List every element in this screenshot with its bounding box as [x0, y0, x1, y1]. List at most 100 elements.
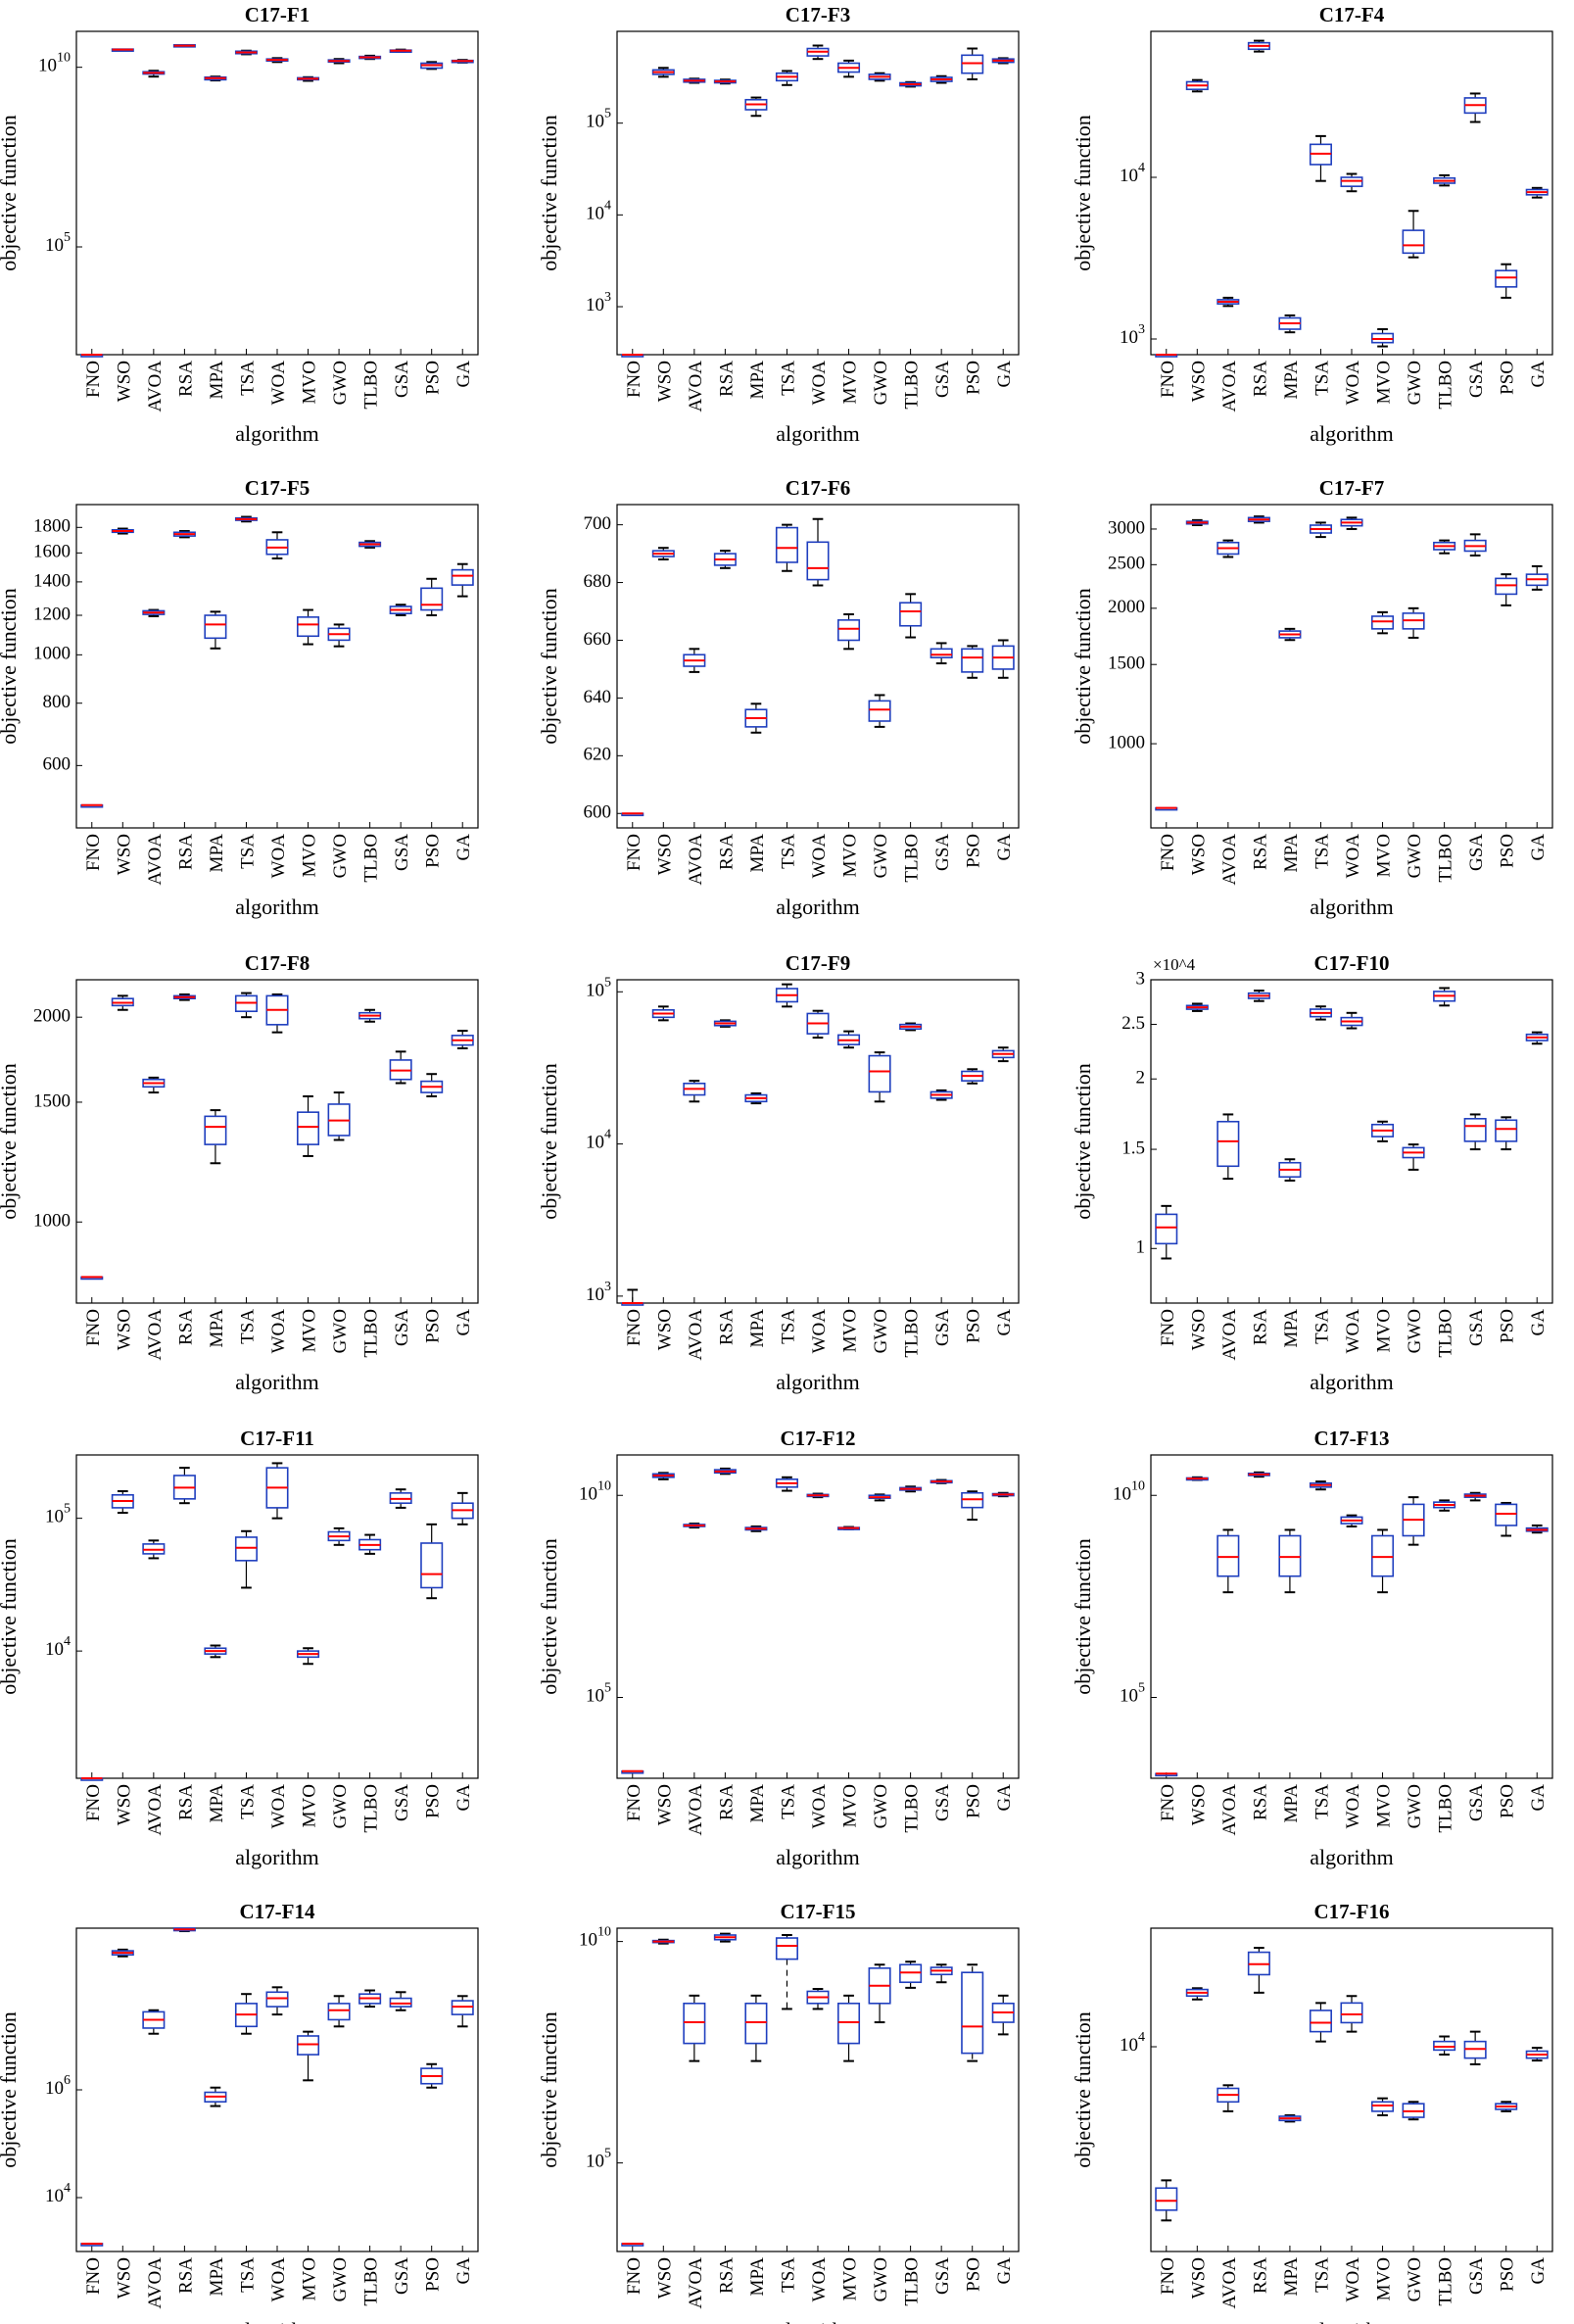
x-tick-label: TSA [237, 834, 258, 869]
box-body [837, 619, 861, 642]
x-tick-label: FNO [83, 834, 104, 871]
x-tick-label: WOA [809, 361, 830, 406]
box-tsa [775, 1476, 798, 1492]
x-tick-label: GA [1528, 361, 1549, 388]
panel-c17-f1: C17-F1 105 1010 objective function FNO WSO AVO… [0, 3, 479, 446]
box-mpa [1278, 1158, 1302, 1182]
x-axis-label: algorithm [235, 895, 319, 919]
box-body [1309, 2009, 1332, 2033]
box-rsa [1247, 39, 1270, 53]
y-tick-label: 3 [1136, 968, 1146, 989]
box-pso [420, 61, 444, 71]
box-gsa [1463, 1113, 1487, 1151]
x-tick-label: MPA [1281, 2257, 1302, 2297]
plot-frame [1150, 1927, 1553, 2252]
box-body [930, 648, 953, 658]
box-tlbo [1433, 539, 1456, 555]
box-tlbo [358, 1008, 382, 1023]
x-tick-label: MVO [840, 1309, 861, 1352]
x-tick-label: FNO [83, 1309, 104, 1346]
box-body [961, 648, 984, 673]
x-tick-label: GA [453, 2257, 474, 2285]
box-gsa [1463, 1491, 1487, 1502]
box-mpa [1278, 1528, 1302, 1594]
box-avoa [142, 1539, 166, 1560]
box-body [775, 526, 798, 563]
box-ga [451, 1491, 474, 1525]
x-tick-label: PSO [423, 834, 444, 868]
x-tick-label: RSA [175, 834, 196, 870]
x-tick-label: TSA [1312, 361, 1332, 396]
y-tick-label: 104 [1120, 2030, 1145, 2056]
y-tick-label: 1500 [33, 1090, 71, 1111]
y-axis-label: objective function [0, 588, 21, 744]
y-tick-label: 600 [584, 802, 612, 823]
y-tick-label: 1010 [579, 1478, 611, 1504]
x-tick-label: TSA [1312, 1784, 1332, 1819]
x-tick-label: TSA [778, 1309, 798, 1344]
panel-title: C17-F5 [245, 476, 310, 500]
x-tick-label: MPA [1281, 834, 1302, 873]
box-tsa [1309, 1005, 1332, 1021]
x-tick-label: RSA [175, 2257, 196, 2294]
y-tick-label: 104 [1120, 161, 1145, 186]
box-wso [1185, 518, 1209, 527]
x-tick-label: MPA [747, 361, 768, 400]
x-axis-label: algorithm [776, 421, 860, 446]
box-gwo [1402, 2101, 1425, 2121]
box-tlbo [358, 54, 382, 61]
x-tick-label: TLBO [902, 1309, 923, 1358]
plot-frame [1150, 504, 1553, 829]
x-tick-label: TLBO [1436, 2257, 1456, 2306]
x-axis-label: algorithm [1310, 1845, 1394, 1869]
x-tick-label: PSO [423, 2257, 444, 2292]
x-tick-label: AVOA [145, 1309, 166, 1361]
x-tick-label: GWO [1405, 361, 1425, 405]
box-wso [651, 547, 675, 560]
box-rsa [713, 1932, 737, 1943]
y-tick-label: 104 [45, 2181, 71, 2206]
y-tick-label: 640 [584, 687, 612, 707]
box-mvo [1371, 610, 1395, 635]
panel-c17-f4: C17-F4 103 104 objective function FNO WSO AVOA… [1071, 3, 1553, 446]
y-tick-label: 700 [584, 513, 612, 534]
box-body [451, 568, 474, 586]
x-tick-label: GWO [871, 834, 891, 878]
x-tick-label: RSA [1250, 361, 1270, 397]
x-tick-label: MVO [840, 834, 861, 877]
y-tick-label: 1010 [1113, 1478, 1145, 1504]
box-avoa [683, 1994, 706, 2062]
x-tick-label: TLBO [1436, 1784, 1456, 1833]
panel-c17-f11: C17-F11 104 105 objective function FNO WSO AVO… [0, 1427, 479, 1869]
box-mpa [744, 1525, 768, 1532]
x-tick-label: AVOA [145, 1784, 166, 1836]
y-axis-label: objective function [537, 1538, 561, 1694]
x-tick-label: RSA [1250, 834, 1270, 870]
box-fno [80, 1276, 104, 1281]
panel-c17-f8: C17-F8 1000 1500 2000 objective function FNO W… [0, 951, 479, 1394]
box-pso [1495, 2101, 1518, 2112]
x-tick-label: RSA [175, 1309, 196, 1345]
box-fno [1155, 806, 1178, 811]
box-gwo [327, 1995, 351, 2028]
box-gsa [389, 1991, 412, 2011]
x-tick-label: TLBO [902, 2257, 923, 2306]
box-tsa [234, 49, 258, 56]
x-tick-label: AVOA [686, 1309, 706, 1361]
x-tick-label: GSA [932, 1784, 953, 1821]
x-tick-label: MPA [207, 361, 227, 400]
x-tick-label: AVOA [686, 1784, 706, 1836]
x-tick-label: WOA [268, 2257, 289, 2302]
x-tick-label: GA [994, 1784, 1015, 1812]
panel-c17-f10: C17-F10 1 1.5 2 2.5 3 ×10^4 objective function F… [1071, 951, 1553, 1394]
x-tick-label: PSO [423, 361, 444, 395]
x-tick-label: TLBO [1436, 834, 1456, 883]
box-mvo [1371, 327, 1395, 348]
x-tick-label: GSA [392, 361, 412, 398]
x-tick-label: MVO [1374, 2257, 1395, 2300]
box-gsa [389, 1488, 412, 1509]
x-axis-label: algorithm [776, 1845, 860, 1869]
box-pso [1495, 263, 1518, 299]
x-tick-label: RSA [175, 361, 196, 397]
